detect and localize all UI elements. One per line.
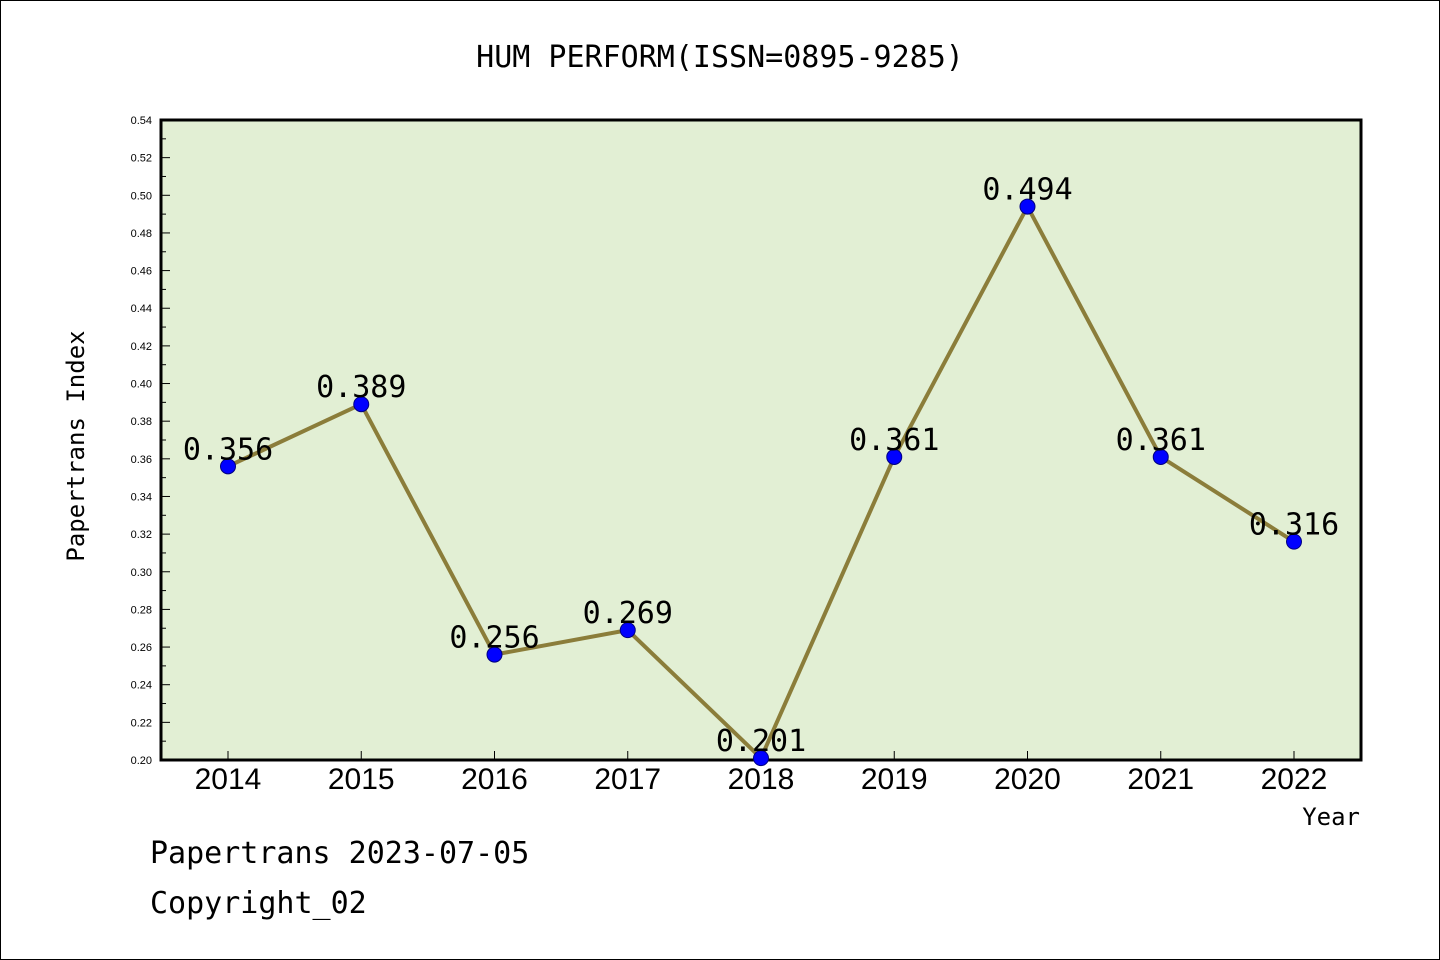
x-axis-label: Year	[1302, 803, 1360, 831]
data-point-2020	[1019, 198, 1036, 215]
data-labels: 0.356 0.389 0.256 0.269 0.201 0.361 0.494 0.361…	[183, 173, 1339, 760]
data-label-2020: 0.494	[982, 173, 1072, 208]
x-tick-label: 2019	[861, 763, 928, 796]
data-label-2021: 0.361	[1116, 423, 1206, 458]
y-tick-label: 0.22	[131, 717, 152, 729]
x-tick-label: 2017	[594, 763, 661, 796]
y-axis: 0.20 0.22 0.24 0.26 0.28 0.30 0.32 0.34 0.36 0.38…	[131, 115, 170, 767]
x-axis: 2014 2015 2016 2017 2018 2019 2020 2021 2022	[195, 751, 1328, 796]
y-tick-label: 0.52	[131, 153, 152, 165]
data-point-2022	[1286, 533, 1302, 550]
y-tick-label: 0.42	[131, 341, 152, 353]
y-tick-label: 0.24	[131, 680, 152, 692]
data-point-2016	[486, 646, 503, 663]
y-tick-label: 0.36	[131, 454, 152, 466]
data-point-2014	[220, 458, 236, 475]
data-label-2017: 0.269	[583, 596, 673, 631]
y-tick-label: 0.46	[131, 266, 152, 278]
data-label-2016: 0.256	[449, 621, 539, 656]
x-tick-label: 2016	[461, 763, 528, 796]
y-tick-label: 0.50	[131, 190, 152, 202]
data-point-2021	[1152, 448, 1169, 465]
x-tick-label: 2014	[195, 763, 262, 796]
data-point-2019	[886, 448, 903, 465]
y-tick-label: 0.30	[131, 567, 152, 579]
data-label-2022: 0.316	[1249, 508, 1339, 543]
chart-title: HUM PERFORM(ISSN=0895-9285)	[476, 40, 964, 75]
plot-area	[159, 118, 1363, 762]
data-point-2017	[619, 622, 636, 639]
x-tick-label: 2015	[328, 763, 395, 796]
y-axis-label: Papertrans Index	[62, 330, 90, 561]
footer-copyright: Copyright_02	[150, 886, 367, 921]
x-tick-label: 2018	[728, 763, 795, 796]
y-tick-label: 0.38	[131, 416, 152, 428]
y-tick-label: 0.26	[131, 642, 152, 654]
data-label-2018: 0.201	[716, 724, 806, 759]
y-tick-label: 0.54	[131, 115, 152, 127]
footer-date: Papertrans 2023-07-05	[150, 836, 529, 871]
data-point-2015	[353, 396, 370, 413]
y-tick-label: 0.44	[131, 303, 152, 315]
data-label-2019: 0.361	[849, 423, 939, 458]
y-tick-label: 0.40	[131, 379, 152, 391]
data-label-2015: 0.389	[316, 370, 406, 405]
y-tick-label: 0.32	[131, 529, 152, 541]
y-tick-label: 0.20	[131, 755, 152, 767]
data-label-2014: 0.356	[183, 432, 273, 467]
y-tick-label: 0.28	[131, 604, 152, 616]
series-papertrans-index	[220, 198, 1302, 767]
x-tick-label: 2022	[1261, 763, 1328, 796]
x-tick-label: 2020	[994, 763, 1061, 796]
y-tick-label: 0.48	[131, 228, 152, 240]
y-tick-label: 0.34	[131, 491, 152, 503]
data-point-2018	[753, 750, 769, 767]
x-tick-label: 2021	[1127, 763, 1194, 796]
